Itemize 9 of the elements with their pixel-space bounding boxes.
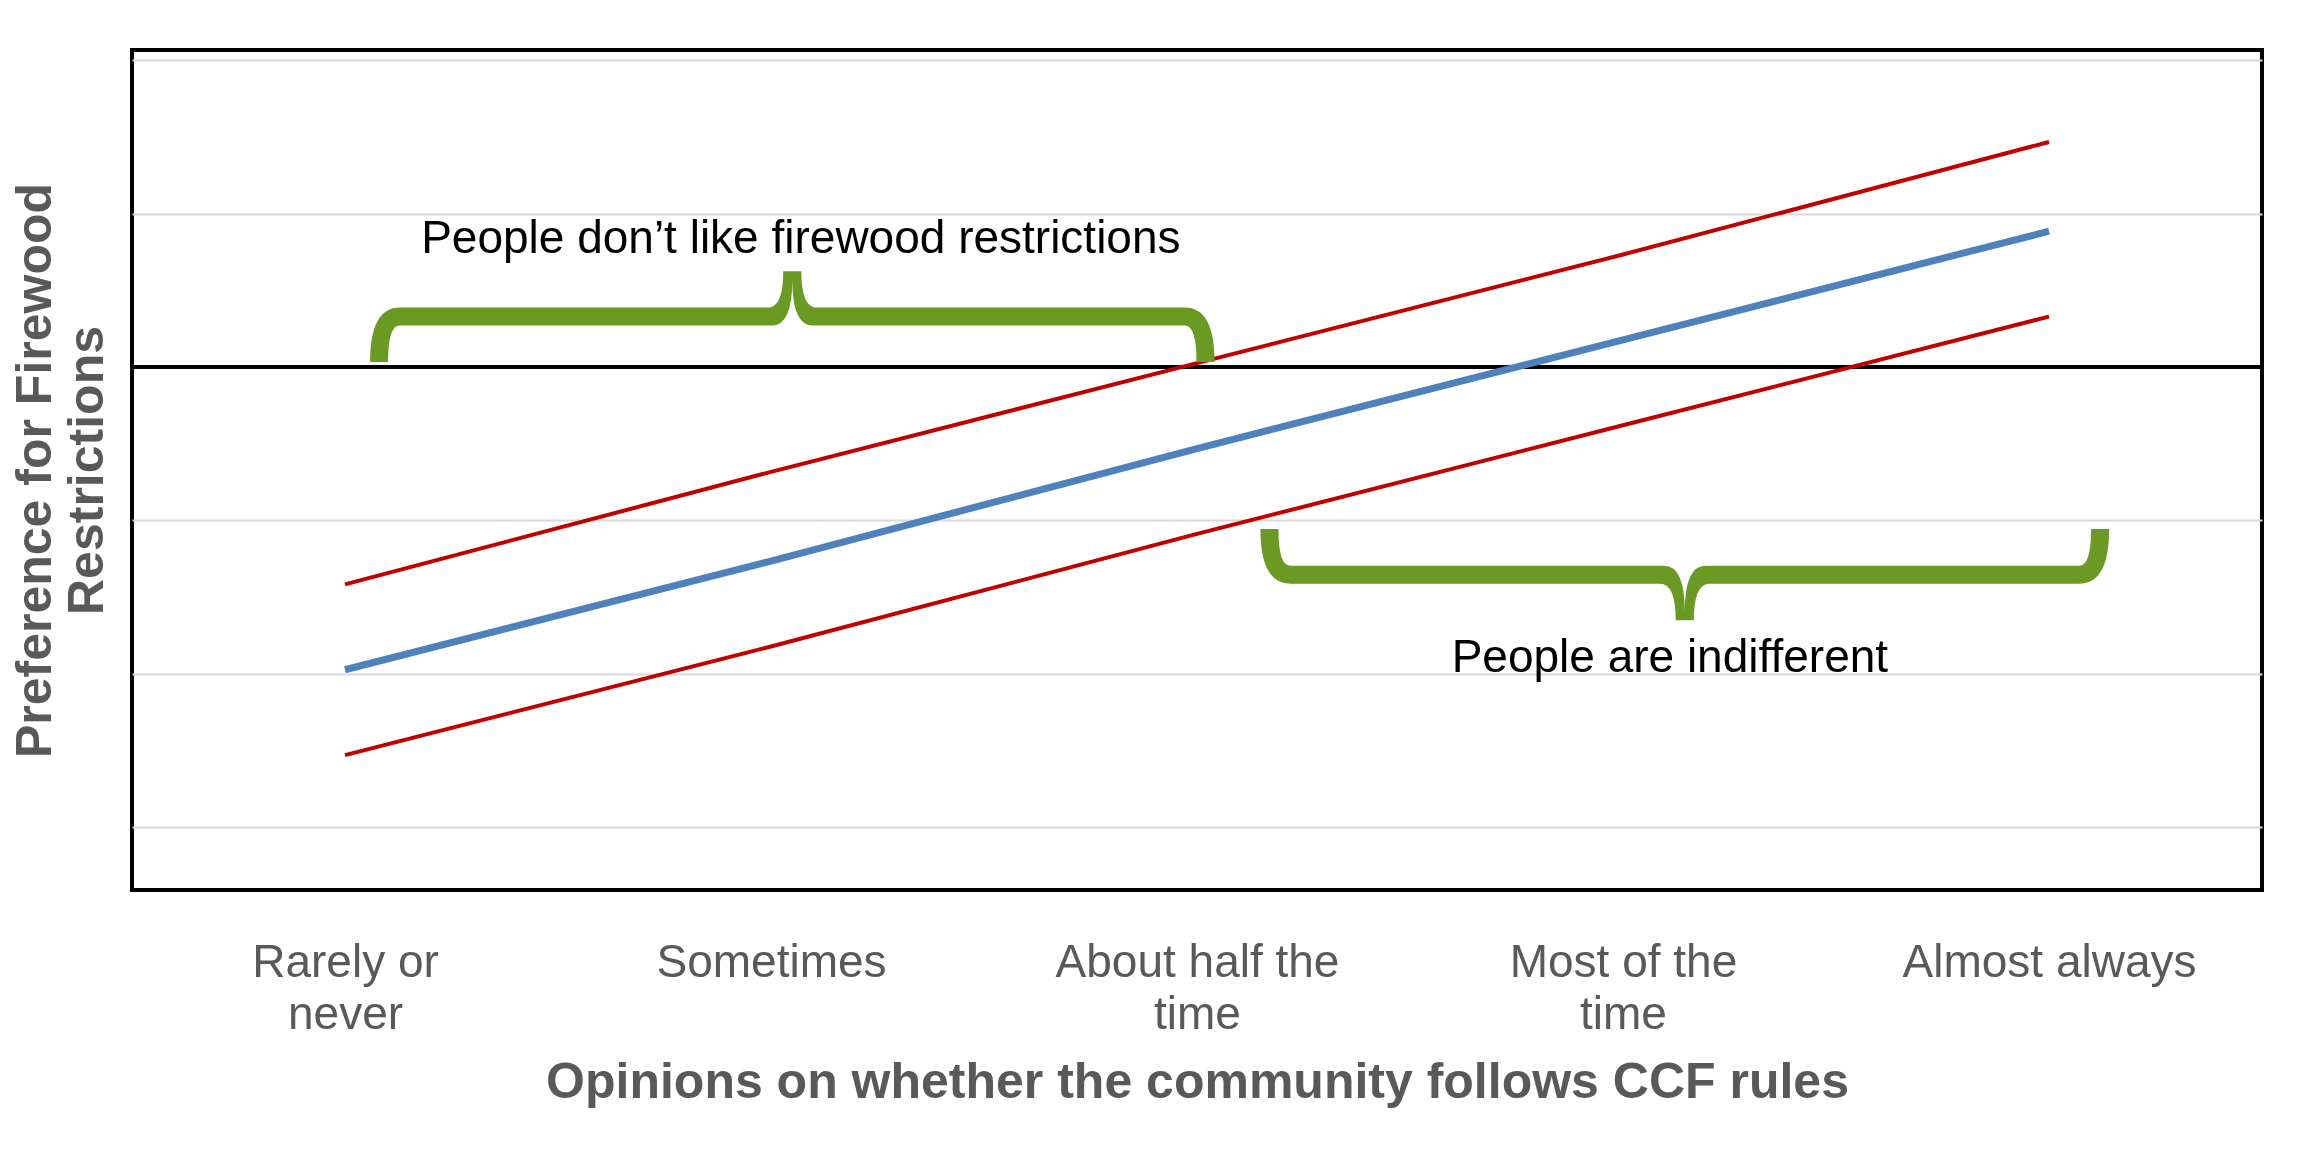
x-tick-label: Sometimes bbox=[656, 934, 887, 987]
x-tick-label: Rarely or never bbox=[252, 934, 439, 1039]
x-tick-label: Almost always bbox=[1902, 934, 2197, 987]
x-tick-label: About half the time bbox=[1055, 934, 1340, 1039]
y-axis-title: Preference for Firewood Restrictions bbox=[5, 182, 114, 759]
x-axis-title: Opinions on whether the community follows CCF rules bbox=[546, 1052, 1849, 1109]
annotation: People are indifferent bbox=[1451, 630, 1889, 683]
annotation: People don’t like firewood restrictions bbox=[421, 210, 1181, 263]
x-tick-label: Most of the time bbox=[1509, 934, 1738, 1039]
